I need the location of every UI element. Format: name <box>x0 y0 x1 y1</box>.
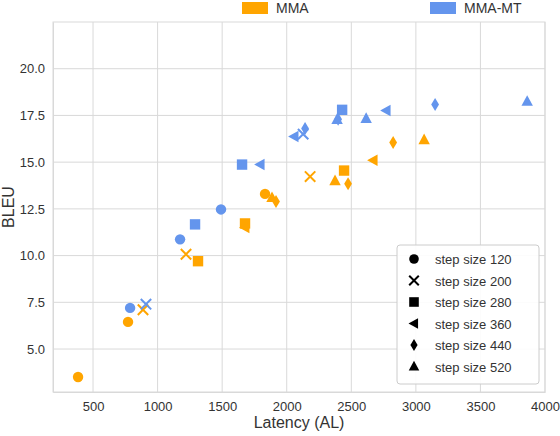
marker-legend: step size 120 step size 200 step size 280 s… <box>397 245 539 384</box>
x-tick: 3500 <box>466 392 495 414</box>
x-tick-label: 500 <box>83 399 105 414</box>
point <box>123 317 133 327</box>
y-tick: 5.0 <box>27 342 53 357</box>
point <box>254 159 264 170</box>
point <box>431 98 439 111</box>
legend-marker <box>409 361 420 371</box>
point <box>339 165 349 175</box>
point <box>360 112 371 123</box>
point <box>389 136 397 149</box>
point <box>521 95 532 106</box>
legend-marker <box>409 276 419 286</box>
legend-label: step size 440 <box>435 338 512 353</box>
point <box>288 131 298 142</box>
point <box>175 234 185 244</box>
legend-marker <box>409 297 419 307</box>
grid-line-y <box>53 162 545 163</box>
legend-label: step size 280 <box>435 295 512 310</box>
point <box>344 177 352 190</box>
plot-frame <box>53 22 545 392</box>
point <box>193 256 203 266</box>
x-axis: 500 1000 1500 2000 2500 3000 3500 4000 <box>54 392 560 414</box>
y-tick-label: 7.5 <box>27 295 45 310</box>
x-tick: 2000 <box>273 392 302 414</box>
y-tick-label: 20.0 <box>20 61 45 76</box>
y-tick-label: 5.0 <box>27 342 45 357</box>
y-tick-label: 12.5 <box>20 202 45 217</box>
y-tick: 17.5 <box>20 108 53 123</box>
point <box>266 191 277 202</box>
y-tick: 15.0 <box>20 155 53 170</box>
point <box>380 105 390 116</box>
grid-line-x <box>351 22 352 392</box>
x-axis-line <box>54 392 546 393</box>
series-legend: MMA MMA-MT <box>242 0 522 16</box>
points <box>73 95 533 382</box>
grid-line-x <box>93 22 94 392</box>
x-axis-title: Latency (AL) <box>254 414 345 431</box>
y-tick: 12.5 <box>20 202 53 217</box>
chart: 500 1000 1500 2000 2500 3000 3500 4000 5.0 7.5 10.… <box>0 0 560 436</box>
x-tick: 1000 <box>144 392 173 414</box>
y-axis-title: BLEU <box>0 186 17 228</box>
point <box>239 222 249 233</box>
legend-swatch <box>430 2 456 14</box>
point <box>367 155 377 166</box>
y-tick-label: 15.0 <box>20 155 45 170</box>
series <box>73 133 430 382</box>
point <box>216 204 226 214</box>
point <box>418 133 429 144</box>
x-tick: 1500 <box>208 392 237 414</box>
point <box>141 299 151 309</box>
x-tick-label: 3000 <box>402 399 431 414</box>
legend-label: step size 120 <box>435 252 512 267</box>
point <box>237 159 247 169</box>
legend-marker <box>408 318 418 329</box>
legend-label: MMA <box>276 0 309 16</box>
point <box>331 113 342 124</box>
x-tick: 2500 <box>337 392 366 414</box>
legend-marker <box>410 339 417 351</box>
x-tick-label: 3500 <box>466 399 495 414</box>
y-axis: 5.0 7.5 10.0 12.5 15.0 17.5 20.0 <box>20 23 54 393</box>
point <box>190 219 200 229</box>
x-tick-label: 2000 <box>273 399 302 414</box>
legend-marker <box>409 254 419 264</box>
point <box>329 175 340 186</box>
point <box>301 122 309 135</box>
grid-line-x <box>157 22 158 392</box>
grid-line-y <box>53 208 545 209</box>
grid-line-y <box>53 68 545 69</box>
point <box>73 372 83 382</box>
x-tick-label: 4000 <box>531 399 560 414</box>
x-tick-label: 1000 <box>144 399 173 414</box>
legend-label: step size 360 <box>435 317 512 332</box>
x-tick-label: 2500 <box>337 399 366 414</box>
point <box>181 249 191 259</box>
series <box>125 95 533 313</box>
legend-label: MMA-MT <box>464 0 522 16</box>
legend-swatch <box>242 2 268 14</box>
y-axis-line <box>53 23 54 393</box>
point <box>260 189 270 199</box>
grid-line-x <box>286 22 287 392</box>
x-tick: 4000 <box>531 392 560 414</box>
point <box>125 303 135 313</box>
y-tick: 20.0 <box>20 61 53 76</box>
point <box>305 171 315 181</box>
grid <box>53 22 545 392</box>
y-tick: 10.0 <box>20 248 53 263</box>
legend-label: step size 520 <box>435 360 512 375</box>
y-tick: 7.5 <box>27 295 53 310</box>
legend-label: step size 200 <box>435 274 512 289</box>
grid-line-y <box>53 115 545 116</box>
legend-box <box>397 245 539 384</box>
x-tick-label: 1500 <box>208 399 237 414</box>
x-tick: 500 <box>83 392 105 414</box>
y-tick-label: 17.5 <box>20 108 45 123</box>
y-tick-label: 10.0 <box>20 248 45 263</box>
x-tick: 3000 <box>402 392 431 414</box>
